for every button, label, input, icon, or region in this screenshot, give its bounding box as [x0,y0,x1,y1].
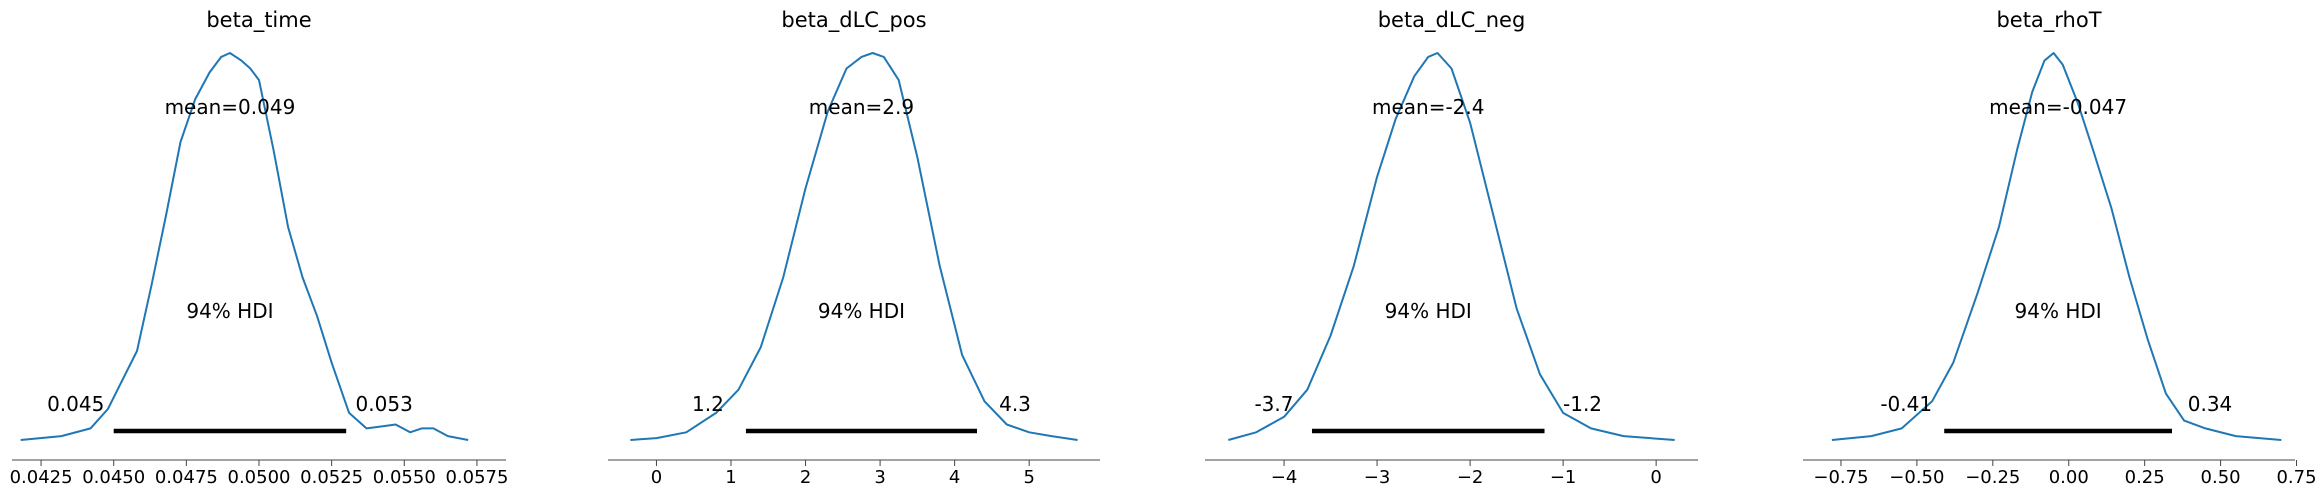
hdi-high-label: 4.3 [999,392,1031,416]
hdi-high-label: 0.34 [2188,392,2233,416]
x-tick-label: 0.0525 [300,467,363,488]
hdi-high-label: -1.2 [1563,392,1602,416]
panel-title: beta_dLC_pos [781,8,926,33]
x-tick-label: 0.0425 [10,467,73,488]
density-curve [1831,52,2282,441]
posterior-panel-2: beta_dLC_pos 0 1 2 3 4 5 1.2 4.3 94% HDI mean=2.9 [608,8,1100,488]
x-tick-label: 0.25 [2125,467,2165,488]
density-curve [1228,52,1675,441]
x-tick-label: 3 [874,467,885,488]
posterior-panel-1: beta_time 0.0425 0.0450 0.0475 0.0500 0.0525 0… [10,8,509,488]
x-tick-label: 0.75 [2276,467,2316,488]
x-tick-label: −2 [1457,467,1484,488]
panel-title: beta_dLC_neg [1378,8,1526,33]
hdi-low-label: 1.2 [692,392,724,416]
panel-title: beta_time [206,8,311,33]
hdi-label: 94% HDI [2015,299,2102,323]
x-tick-label: −0.25 [1965,467,2020,488]
hdi-low-label: -3.7 [1254,392,1293,416]
x-tick-label: 0.0575 [445,467,508,488]
panel-title: beta_rhoT [1996,8,2101,33]
x-tick-label: −0.50 [1889,467,1944,488]
mean-label: mean=-2.4 [1372,95,1485,119]
x-tick-label: 0.0450 [82,467,145,488]
hdi-label: 94% HDI [818,299,905,323]
x-tick-label: −1 [1550,467,1577,488]
x-tick-label: −0.75 [1813,467,1868,488]
density-curve [20,52,469,441]
x-tick-label: −4 [1271,467,1298,488]
x-tick-label: 0 [651,467,662,488]
x-tick-label: 2 [800,467,811,488]
x-tick-label: 0.0550 [373,467,436,488]
mean-label: mean=0.049 [165,95,296,119]
hdi-label: 94% HDI [1385,299,1472,323]
hdi-high-label: 0.053 [356,392,413,416]
posterior-panel-3: beta_dLC_neg −4 −3 −2 −1 0 -3.7 -1.2 94% HDI mean… [1205,8,1698,488]
x-tick-label: 5 [1023,467,1034,488]
x-tick-label: −3 [1364,467,1391,488]
hdi-label: 94% HDI [186,299,273,323]
hdi-low-label: -0.41 [1880,392,1932,416]
mean-label: mean=-0.047 [1989,95,2127,119]
density-curve [630,52,1078,441]
x-tick-label: 0.00 [2049,467,2089,488]
x-tick-label: 0 [1650,467,1661,488]
x-tick-label: 0.50 [2201,467,2241,488]
hdi-low-label: 0.045 [47,392,104,416]
x-tick-label: 0.0500 [228,467,291,488]
mean-label: mean=2.9 [809,95,914,119]
posterior-panel-4: beta_rhoT −0.75 −0.50 −0.25 0.00 0.25 0.50 0.75… [1803,8,2317,488]
x-tick-label: 0.0475 [155,467,218,488]
x-tick-label: 4 [949,467,960,488]
x-tick-label: 1 [725,467,736,488]
